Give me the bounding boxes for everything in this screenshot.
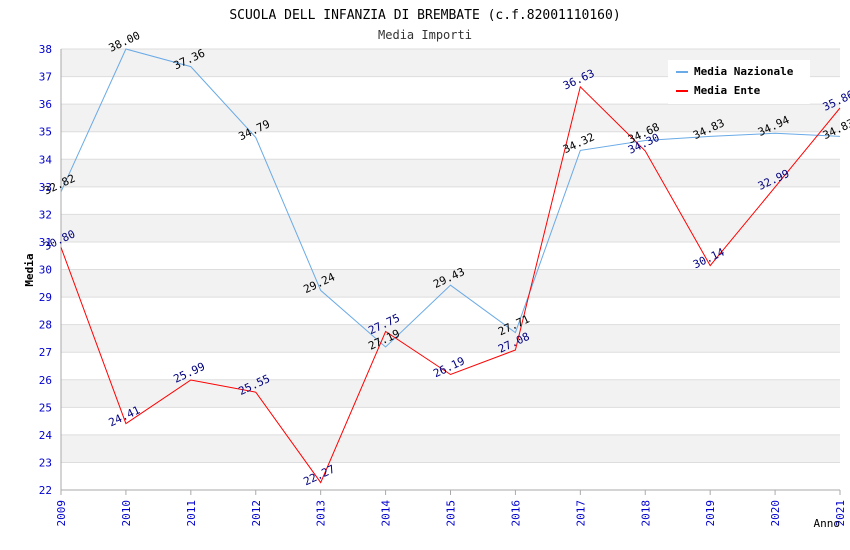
legend-label-nazionale: Media Nazionale	[694, 65, 794, 78]
x-axis-label: Anno	[814, 517, 841, 530]
y-tick-label: 28	[39, 319, 52, 332]
plot-band	[61, 159, 840, 187]
y-tick-label: 27	[39, 346, 52, 359]
x-tick-label: 2011	[185, 500, 198, 527]
legend-label-ente: Media Ente	[694, 84, 761, 97]
x-tick-label: 2014	[380, 500, 393, 527]
plot-band	[61, 214, 840, 242]
plot-band	[61, 324, 840, 353]
series-line-media-ente	[60, 85, 841, 484]
y-axis-label: Media	[23, 253, 36, 286]
y-tick-label: 31	[39, 236, 52, 249]
x-tick-label: 2012	[250, 500, 263, 527]
y-tick-label: 22	[39, 484, 52, 497]
x-tick-label: 2019	[704, 500, 717, 527]
y-tick-label: 23	[39, 456, 52, 469]
y-tick-label: 35	[39, 126, 52, 139]
y-tick-label: 30	[39, 264, 52, 277]
y-tick-label: 34	[39, 153, 53, 166]
y-tick-label: 26	[39, 374, 52, 387]
x-tick-label: 2013	[315, 500, 328, 527]
series-line-media-nazionale	[60, 48, 841, 348]
x-tick-label: 2017	[574, 500, 587, 527]
y-tick-label: 37	[39, 71, 52, 84]
y-tick-label: 36	[39, 98, 52, 111]
x-tick-label: 2010	[120, 500, 133, 527]
plot-band	[61, 434, 840, 463]
y-tick-label: 24	[39, 429, 53, 442]
y-tick-label: 25	[39, 401, 52, 414]
y-tick-label: 33	[39, 181, 52, 194]
x-tick-label: 2018	[639, 500, 652, 527]
plot-band	[61, 186, 840, 215]
x-tick-label: 2020	[769, 500, 782, 527]
y-tick-label: 29	[39, 291, 52, 304]
plot-band	[61, 407, 840, 435]
plot-band	[61, 352, 840, 380]
y-tick-label: 38	[39, 43, 52, 56]
plot-band	[61, 379, 840, 408]
chart-title: SCUOLA DELL INFANZIA DI BREMBATE (c.f.82…	[229, 8, 620, 23]
x-tick-label: 2016	[509, 500, 522, 527]
x-tick-label: 2021	[834, 500, 847, 527]
legend-box	[668, 60, 810, 104]
plot-band	[61, 269, 840, 298]
plot-band	[61, 104, 840, 132]
plot-band	[61, 462, 840, 490]
plot-band	[61, 297, 840, 325]
legend: Media Nazionale Media Ente	[668, 60, 810, 104]
x-tick-label: 2015	[445, 500, 458, 527]
y-tick-label: 32	[39, 208, 52, 221]
chart-subtitle: Media Importi	[378, 28, 472, 42]
x-tick-label: 2009	[55, 500, 68, 527]
